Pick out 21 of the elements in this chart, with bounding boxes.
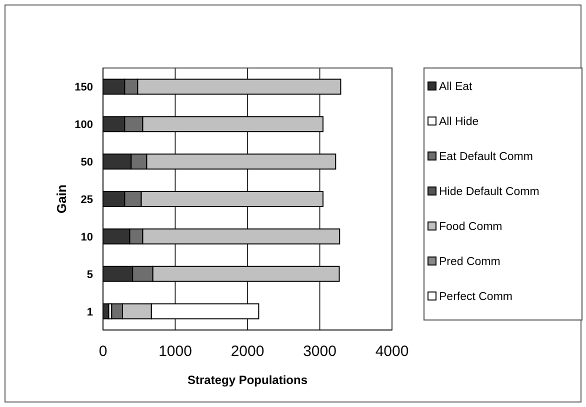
y-tick-label: 1 (86, 306, 93, 318)
legend-label: All Hide (439, 116, 479, 128)
x-tick-label: 3000 (303, 343, 336, 360)
legend-label: Perfect Comm (439, 291, 512, 303)
legend-label: Food Comm (439, 221, 502, 233)
y-tick-label: 25 (80, 194, 93, 206)
legend-label: Eat Default Comm (439, 151, 533, 163)
x-tick-label: 2000 (230, 343, 264, 360)
y-tick-label: 150 (74, 82, 93, 94)
legend-label: Pred Comm (439, 256, 500, 268)
y-tick-label: 100 (74, 119, 93, 132)
legend-label: Hide Default Comm (439, 186, 540, 198)
x-tick-label: 4000 (375, 343, 409, 360)
y-tick-label: 5 (86, 268, 93, 281)
legend-label: All Eat (439, 81, 474, 93)
x-axis-title: Strategy Populations (187, 373, 308, 387)
y-tick-label: 10 (80, 231, 93, 244)
x-tick-label: 0 (98, 343, 108, 360)
y-axis-title: Gain (54, 184, 69, 214)
x-tick-label: 1000 (158, 343, 192, 360)
y-tick-label: 50 (80, 156, 93, 169)
